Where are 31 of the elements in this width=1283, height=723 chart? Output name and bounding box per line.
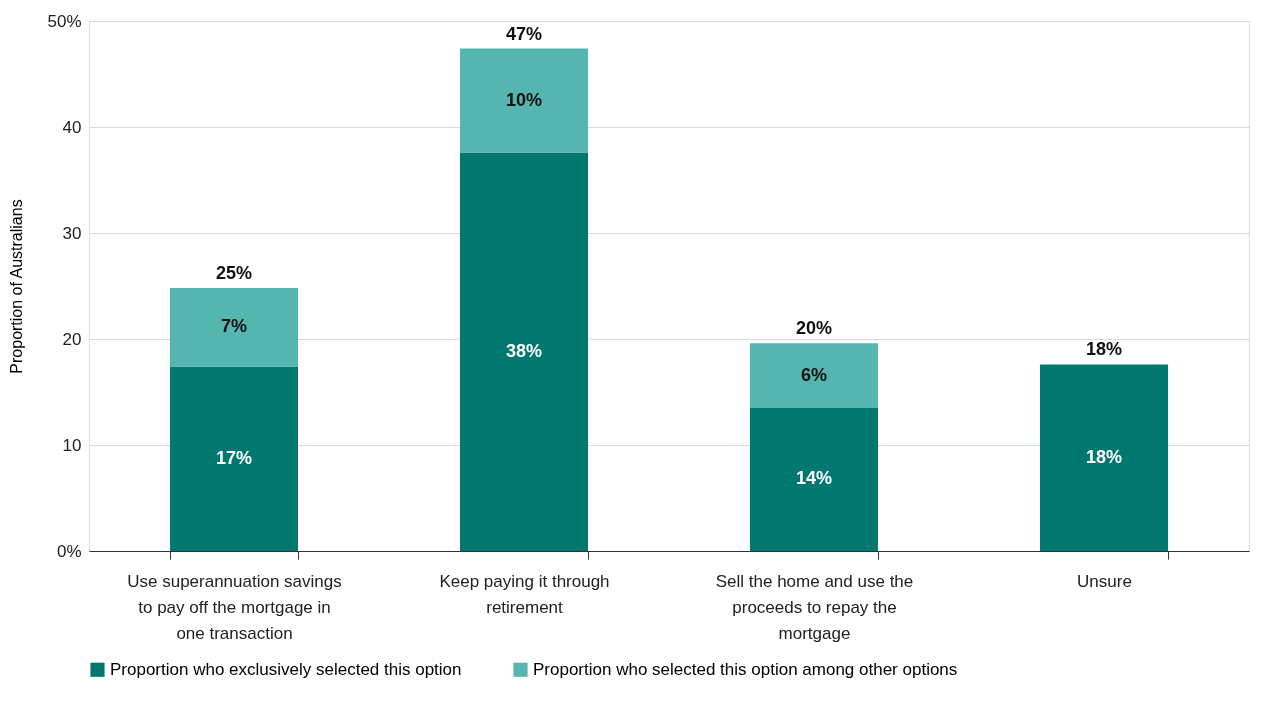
data-label: 10% [505, 89, 543, 110]
data-label: 7% [220, 316, 248, 337]
bar [1040, 364, 1168, 551]
bar [460, 152, 588, 551]
data-label: 17% [215, 447, 253, 468]
y-tick-label: 50% [47, 11, 82, 31]
x-tick-label: Keep paying it through retirement [439, 571, 610, 617]
total-label: 47% [505, 23, 543, 44]
y-tick-label: 30 [62, 223, 82, 243]
x-tick-label: Unsure [1077, 571, 1132, 591]
bar [750, 407, 878, 551]
bar [750, 343, 878, 408]
total-label: 25% [215, 263, 253, 284]
y-tick-label: 0% [56, 541, 82, 561]
x-tick-label: Sell the home and use the proceeds to repay the mortgage [715, 571, 914, 643]
y-tick-label: 20 [62, 329, 82, 349]
y-tick-label: 10 [62, 435, 82, 455]
y-tick-label: 40 [62, 117, 82, 137]
bar [170, 288, 298, 367]
data-label: 14% [795, 468, 833, 489]
data-label: 38% [505, 340, 543, 361]
total-label: 18% [1085, 339, 1123, 360]
total-label: 20% [795, 318, 833, 339]
legend-label: Proportion who selected this option among other options [533, 659, 958, 679]
legend-label: Proportion who exclusively selected this option [110, 659, 462, 679]
x-tick-label: Use superannuation savings to pay off the mortgage in one transaction [127, 571, 342, 643]
bar [460, 48, 588, 153]
bar [170, 366, 298, 551]
y-axis-title: Proportion of Australians [8, 199, 26, 374]
data-label: 18% [1085, 446, 1123, 467]
data-label: 6% [800, 364, 828, 385]
